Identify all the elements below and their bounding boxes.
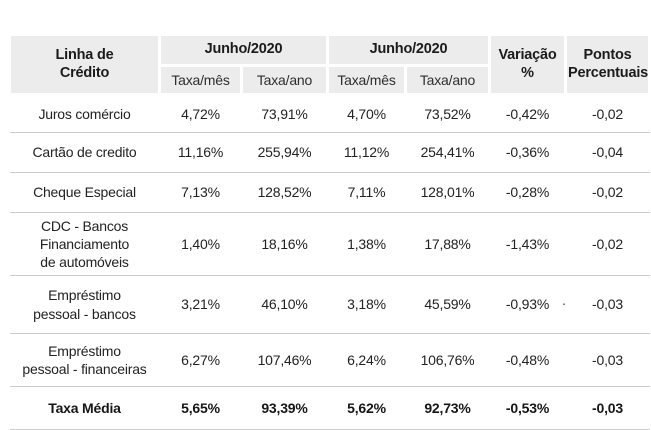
header-taxa-mes-a: Taxa/mês [158, 64, 243, 96]
cell-taxa-mes-1: 4,72% [159, 94, 242, 133]
table-row: Cheque Especial 7,13% 128,52% 7,11% 128,01% -… [9, 172, 650, 213]
header-group-row: Linha de Crédito Junho/2020 Junho/2020 V… [8, 33, 651, 96]
cell-taxa-ano-2: 17,88% [405, 212, 490, 276]
cell-pontos: -0,03 [565, 386, 650, 430]
cell-pontos: -0,03 [565, 333, 650, 387]
cell-pontos: -0,02 [565, 212, 650, 276]
header-taxa-ano-a: Taxa/ano [240, 64, 329, 96]
header-taxa-ano-b: Taxa/ano [404, 64, 491, 96]
row-label: Juros comércio [9, 94, 160, 133]
cell-taxa-ano-1: 128,52% [241, 172, 328, 213]
cell-variacao: -0,36% [489, 132, 566, 173]
cell-taxa-ano-1: 255,94% [241, 132, 328, 173]
table-header: Linha de Crédito Junho/2020 Junho/2020 V… [8, 33, 651, 96]
header-sub-row: Taxa/mês Taxa/ano Taxa/mês Taxa/ano [10, 64, 650, 96]
header-pontos-percentuais: Pontos Percentuais [564, 33, 651, 96]
cell-taxa-ano-2: 45,59% [405, 275, 490, 334]
table-row: CDC - Bancos Financiamento de automóveis… [9, 212, 650, 276]
row-label: Taxa Média [9, 386, 160, 430]
cell-variacao: -0,42% [489, 94, 566, 133]
row-label: Empréstimo pessoal - financeiras [9, 333, 160, 387]
cell-taxa-mes-2: 11,12% [327, 132, 406, 173]
cell-taxa-ano-1: 93,39% [241, 386, 328, 430]
cell-taxa-ano-2: 128,01% [405, 172, 490, 213]
table-row: Juros comércio 4,72% 73,91% 4,70% 73,52% -0,4… [9, 94, 650, 133]
cell-variacao: -0,28% [489, 172, 566, 213]
cell-taxa-mes-1: 5,65% [159, 386, 242, 430]
cell-taxa-mes-1: 7,13% [159, 172, 242, 213]
cell-taxa-mes-2: 7,11% [327, 172, 406, 213]
cell-variacao: -1,43% [489, 212, 566, 276]
cell-taxa-ano-1: 18,16% [241, 212, 328, 276]
cell-taxa-mes-1: 11,16% [159, 132, 242, 173]
header-variacao-percent: Variação % [488, 33, 567, 96]
cell-variacao: -0,53% [489, 386, 566, 430]
cell-pontos: -0,03 [565, 275, 650, 334]
cell-taxa-ano-1: 107,46% [241, 333, 328, 387]
header-taxa-mes-b: Taxa/mês [326, 64, 407, 96]
cell-taxa-mes-1: 3,21% [159, 275, 242, 334]
header-linha-de-credito: Linha de Crédito [8, 33, 161, 96]
row-label: Empréstimo pessoal - bancos [9, 275, 160, 334]
cell-taxa-ano-2: 92,73% [405, 386, 490, 430]
row-label: Cartão de credito [9, 132, 160, 173]
cell-taxa-mes-2: 6,24% [327, 333, 406, 387]
row-label: Cheque Especial [9, 172, 160, 213]
row-label: CDC - Bancos Financiamento de automóveis [9, 212, 160, 276]
table-row: Cartão de credito 11,16% 255,94% 11,12% 254,… [9, 132, 650, 173]
table-row: Taxa Média 5,65% 93,39% 5,62% 92,73% -0,53% -0… [9, 386, 650, 430]
cell-pontos: -0,02 [565, 94, 650, 133]
table-body: Juros comércio 4,72% 73,91% 4,70% 73,52% -0,4… [9, 94, 650, 430]
cell-taxa-mes-2: 5,62% [327, 386, 406, 430]
cell-taxa-mes-1: 1,40% [159, 212, 242, 276]
cell-taxa-ano-2: 254,41% [405, 132, 490, 173]
cell-taxa-ano-2: 73,52% [405, 94, 490, 133]
cell-taxa-ano-1: 46,10% [241, 275, 328, 334]
cell-taxa-mes-1: 6,27% [159, 333, 242, 387]
header-group-junho-2020-b: Junho/2020 [326, 33, 491, 67]
table-row: Empréstimo pessoal - financeiras 6,27% 107… [9, 333, 650, 387]
cell-taxa-mes-2: 1,38% [327, 212, 406, 276]
cell-taxa-ano-2: 106,76% [405, 333, 490, 387]
cell-variacao: -0,48% [489, 333, 566, 387]
stray-dot-artifact: . [562, 292, 566, 308]
credit-rates-table: Linha de Crédito Junho/2020 Junho/2020 V… [8, 33, 651, 430]
cell-pontos: -0,04 [565, 132, 650, 173]
cell-taxa-ano-1: 73,91% [241, 94, 328, 133]
header-group-junho-2020-a: Junho/2020 [158, 33, 329, 67]
cell-taxa-mes-2: 3,18% [327, 275, 406, 334]
cell-taxa-mes-2: 4,70% [327, 94, 406, 133]
cell-pontos: -0,02 [565, 172, 650, 213]
table-row: Empréstimo pessoal - bancos 3,21% 46,10% 3,… [9, 275, 650, 334]
cell-variacao: -0,93% [489, 275, 566, 334]
